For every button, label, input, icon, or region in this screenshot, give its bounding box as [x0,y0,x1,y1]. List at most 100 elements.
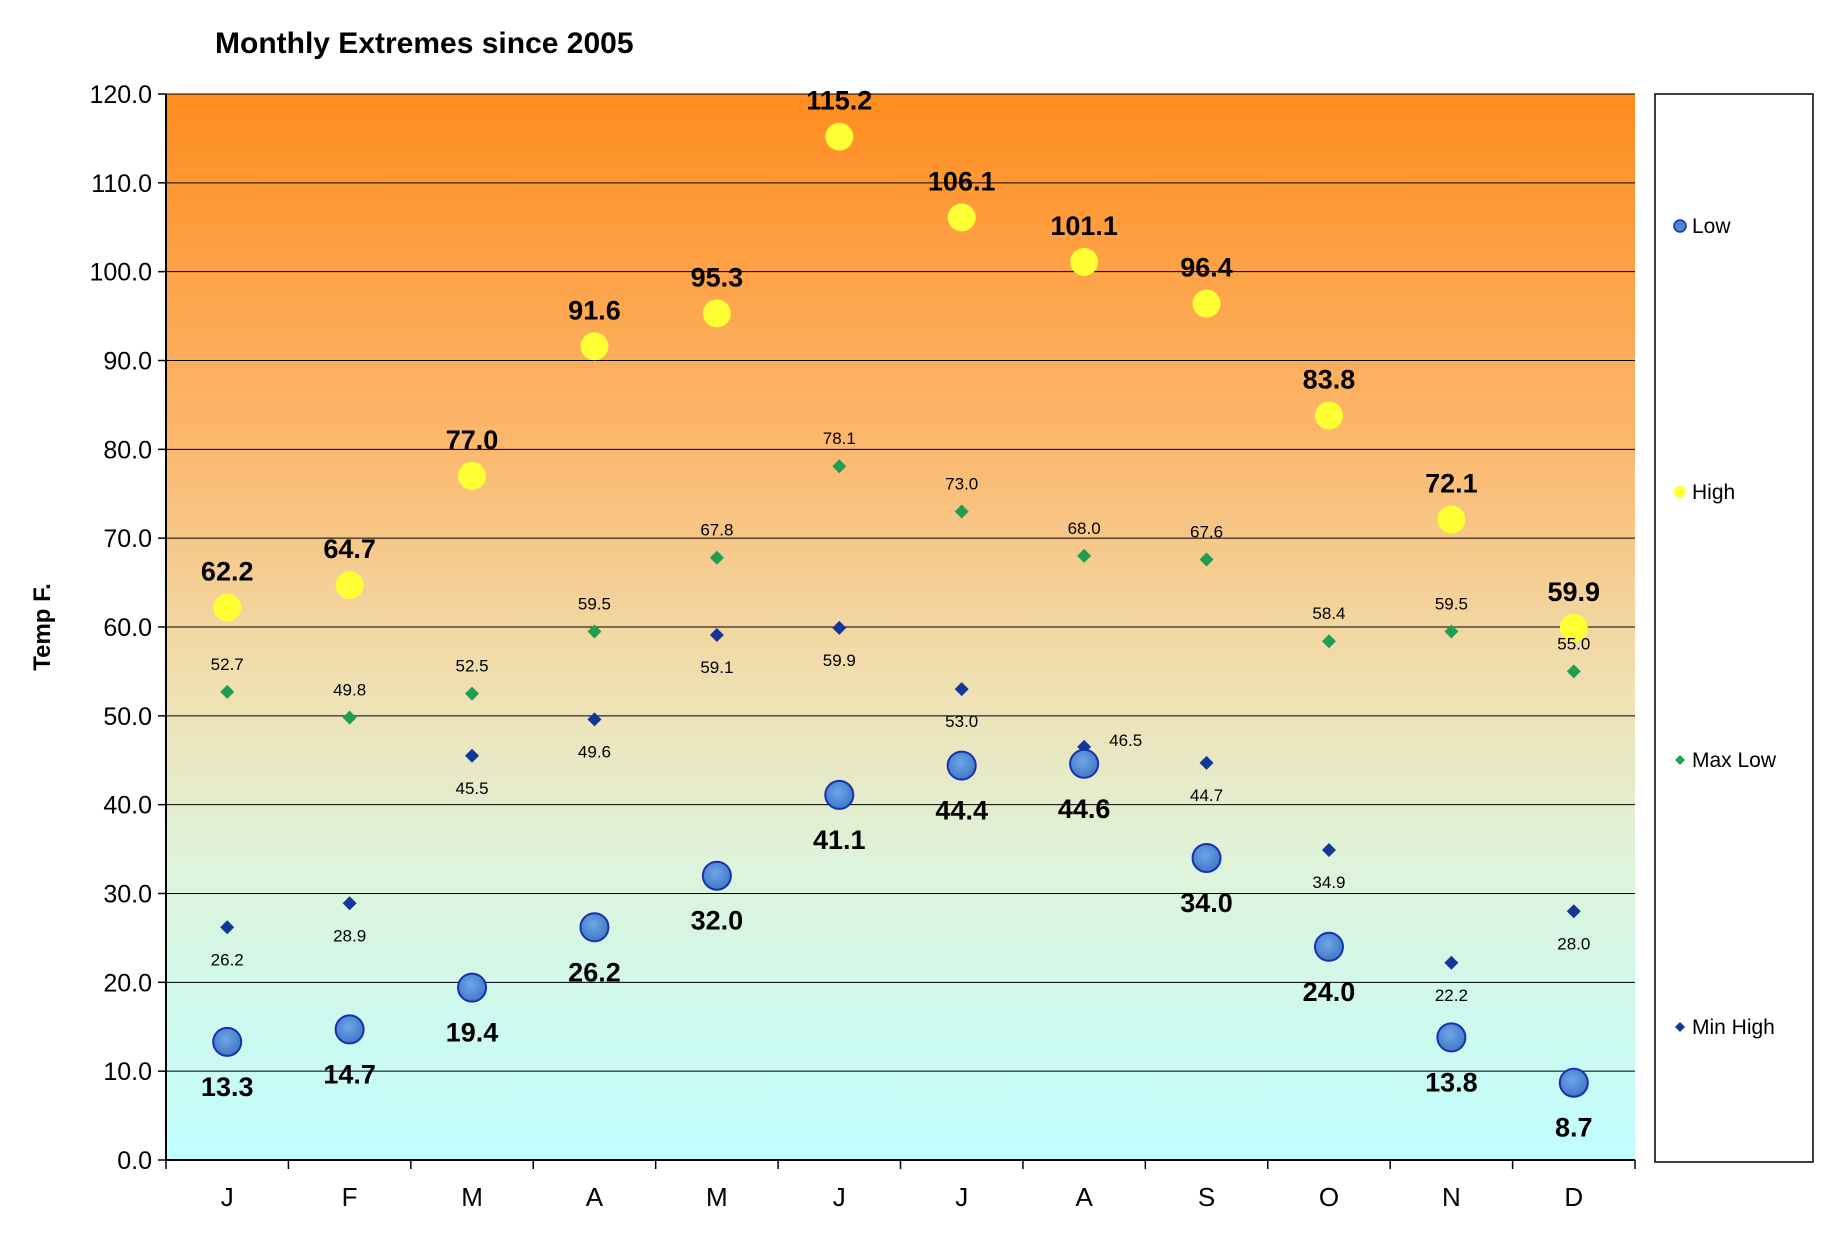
legend-label: Min High [1692,1016,1775,1039]
high-value-label: 115.2 [806,86,872,116]
max-low-value-label: 52.5 [455,657,488,676]
min-high-point [1199,755,1214,770]
low-point [701,860,732,891]
x-tick-label: A [586,1182,604,1212]
min-high-value-label: 49.6 [578,742,611,761]
y-tick-label: 110.0 [91,170,152,198]
max-low-value-label: 67.8 [700,521,733,540]
low-point [579,912,610,943]
high-value-label: 64.7 [323,534,376,564]
min-high-point [465,748,480,763]
max-low-point [1444,624,1459,639]
min-high-value-label: 45.5 [455,779,488,798]
min-high-point [1444,955,1459,970]
legend-box [1654,93,1814,1163]
low-point [212,1026,243,1057]
max-low-point [220,684,235,699]
y-axis: 0.0 10.0 20.0 30.0 40.0 50.0 60.0 70.0 80.0 90.0 1… [89,81,167,1175]
min-high-point [954,682,969,697]
high-point [1437,505,1466,534]
legend-marker-low [1673,219,1687,233]
high-value-label: 95.3 [691,262,744,292]
min-high-value-label: 22.2 [1435,986,1468,1005]
chart-title: Monthly Extremes since 2005 [215,27,634,60]
high-value-label: 72.1 [1425,469,1478,499]
max-low-value-label: 68.0 [1068,519,1101,538]
y-tick-label: 80.0 [103,436,152,464]
max-low-value-label: 73.0 [945,475,978,494]
low-value-label: 24.0 [1303,977,1356,1007]
y-tick-label: 10.0 [103,1058,152,1086]
y-tick-label: 120.0 [89,81,152,109]
x-tick-label: J [833,1182,846,1212]
max-low-value-label: 55.0 [1557,634,1590,653]
max-low-point [1077,548,1092,563]
min-high-value-label: 34.9 [1312,873,1345,892]
low-point [1313,931,1344,962]
y-tick-label: 90.0 [103,348,152,376]
x-tick-label: F [342,1182,358,1212]
min-high-point [587,712,602,727]
legend-label: Max Low [1692,749,1777,772]
gridlines [166,93,1635,1072]
x-tick-label: M [461,1182,483,1212]
low-point [824,779,855,810]
min-high-value-label: 44.7 [1190,786,1223,805]
high-point [213,593,242,622]
high-point [580,332,609,361]
y-tick-label: 40.0 [103,792,152,820]
low-value-label: 13.3 [201,1072,254,1102]
max-low-value-label: 59.5 [1435,594,1468,613]
y-tick-label: 70.0 [103,525,152,553]
legend-marker-min-high [1675,1022,1685,1032]
low-point [946,750,977,781]
high-value-label: 59.9 [1548,577,1601,607]
low-value-label: 13.8 [1425,1067,1478,1097]
max-low-point [1199,552,1214,567]
min-high-value-label: 53.0 [945,712,978,731]
max-low-point [832,459,847,474]
high-point [1314,401,1343,430]
min-high-value-label: 59.1 [700,658,733,677]
max-low-point [1566,664,1581,679]
low-value-label: 26.2 [568,957,621,987]
high-value-label: 62.2 [201,556,254,586]
min-high-point [1321,842,1336,857]
low-value-label: 44.4 [935,796,988,826]
x-tick-label: J [221,1182,234,1212]
data-marks [212,122,1589,1098]
y-axis-label: Temp F. [29,583,56,671]
high-point [825,122,854,151]
low-value-label: 19.4 [446,1018,499,1048]
high-point [947,203,976,232]
low-value-label: 34.0 [1180,888,1233,918]
max-low-point [465,686,480,701]
x-tick-label: J [955,1182,968,1212]
high-value-label: 91.6 [568,295,621,325]
min-high-point [1566,904,1581,919]
legend-marker-max-low [1675,755,1685,765]
low-value-label: 14.7 [323,1059,376,1089]
x-tick-label: M [706,1182,728,1212]
y-tick-label: 50.0 [103,703,152,731]
high-value-label: 77.0 [446,425,499,455]
min-high-point [220,920,235,935]
high-value-label: 106.1 [928,166,996,196]
x-tick-label: N [1442,1182,1461,1212]
low-point [334,1014,365,1045]
max-low-value-label: 59.5 [578,594,611,613]
max-low-value-label: 49.8 [333,681,366,700]
legend-marker-high [1674,486,1686,498]
y-tick-label: 30.0 [103,881,152,909]
high-value-label: 101.1 [1050,211,1118,241]
x-tick-label: S [1198,1182,1215,1212]
max-low-value-label: 78.1 [823,429,856,448]
high-point [1192,289,1221,318]
high-value-label: 96.4 [1180,253,1233,283]
legend-label: Low [1692,215,1731,238]
y-tick-label: 20.0 [103,969,152,997]
low-point [1558,1067,1589,1098]
x-tick-label: A [1075,1182,1093,1212]
